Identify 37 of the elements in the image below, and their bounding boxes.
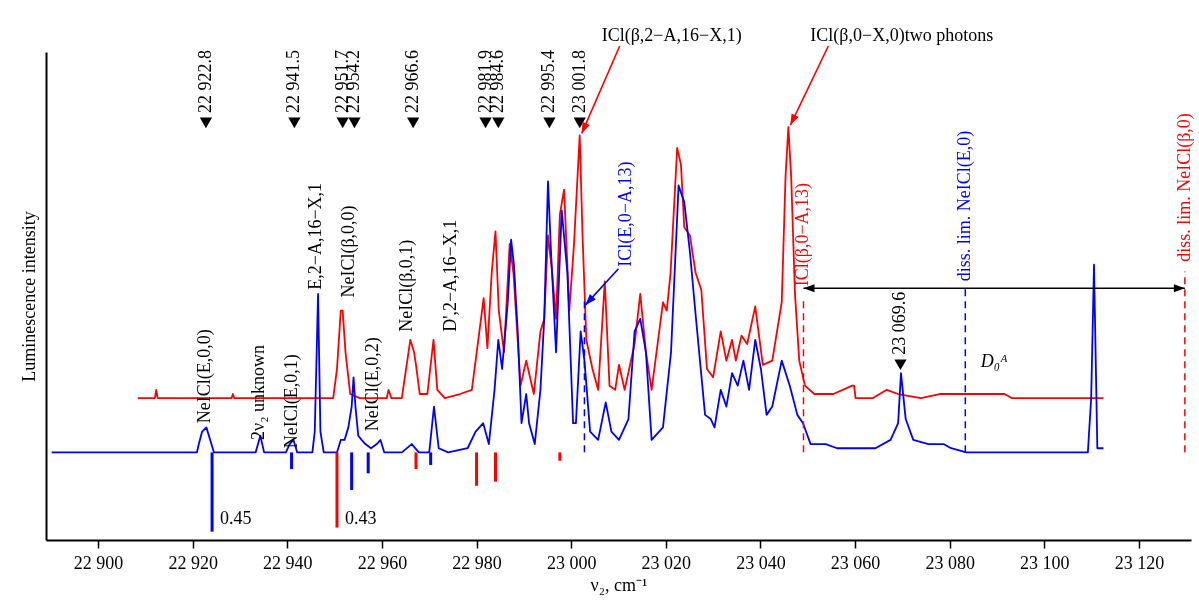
x-tick-label: 22 940 [263, 552, 313, 573]
x-tick-label: 23 020 [641, 552, 692, 573]
ref-line-label: diss. lim. NeICl(E,0) [954, 130, 976, 282]
x-tick-label: 23 040 [736, 552, 786, 573]
x-tick-label: 23 060 [830, 552, 881, 573]
ref-line-label: ICl(E,0−A,13) [615, 161, 637, 267]
annotation: ICl(β,0−X,0)two photons [810, 25, 994, 46]
x-tick-label: 23 100 [1020, 552, 1070, 573]
annotation: 22 922.8 [194, 49, 215, 113]
annotation: NeICl(E,0,2) [362, 337, 384, 432]
ref-line-label: ICl(β,0−A,13) [792, 182, 814, 287]
y-axis-title: Luminescence intensity [18, 211, 39, 382]
annotation: 22 966.6 [402, 49, 423, 113]
annotation: E,2−A,16−X,1 [305, 182, 326, 290]
annotation: D₀ᴬ [979, 350, 1009, 371]
x-axis-title: ν₂, cm⁻¹ [590, 574, 648, 595]
x-tick-label: 22 920 [168, 552, 218, 573]
x-tick-label: 23 120 [1114, 552, 1165, 573]
annotation: 23 001.8 [568, 49, 589, 113]
annotation: NeICl(E,0,0) [193, 329, 215, 424]
x-tick-label: 22 960 [357, 552, 408, 573]
x-tick-label: 22 900 [73, 552, 124, 573]
annotation: 0.45 [220, 508, 252, 529]
x-tick-label: 23 080 [925, 552, 975, 573]
annotation: 0.43 [344, 508, 377, 529]
ref-line-label: diss. lim. NeICl(β,0) [1173, 113, 1195, 262]
annotation: NeICl(β,0,0) [337, 205, 359, 298]
annotation: NeICl(E,0,1) [280, 354, 302, 449]
annotation: 23 069.6 [889, 291, 910, 355]
x-tick-label: 23 000 [546, 552, 597, 573]
annotation: D',2−A,16−X,1 [439, 219, 460, 332]
annotation: ICl(β,2−A,16−X,1) [601, 25, 742, 46]
annotation: 2ν₂ unknown [248, 344, 269, 440]
annotation: 22 941.5 [283, 49, 304, 113]
x-tick-label: 22 980 [452, 552, 502, 573]
annotation: NeICl(β,0,1) [396, 239, 418, 332]
annotation: 22 995.4 [538, 49, 559, 113]
